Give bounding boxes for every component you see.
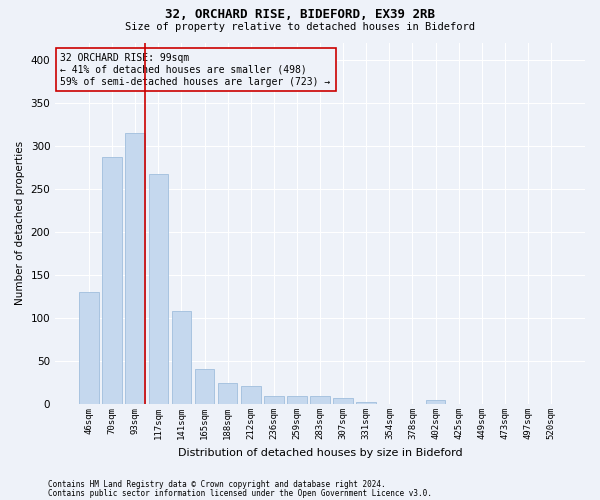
Bar	[310, 396, 330, 404]
Text: Contains HM Land Registry data © Crown copyright and database right 2024.: Contains HM Land Registry data © Crown c…	[48, 480, 386, 489]
X-axis label: Distribution of detached houses by size in Bideford: Distribution of detached houses by size …	[178, 448, 463, 458]
Bar	[356, 402, 376, 404]
Bar	[287, 396, 307, 404]
Bar	[241, 386, 260, 404]
Text: Size of property relative to detached houses in Bideford: Size of property relative to detached ho…	[125, 22, 475, 32]
Bar	[334, 398, 353, 404]
Text: 32 ORCHARD RISE: 99sqm
← 41% of detached houses are smaller (498)
59% of semi-de: 32 ORCHARD RISE: 99sqm ← 41% of detached…	[61, 54, 331, 86]
Text: 32, ORCHARD RISE, BIDEFORD, EX39 2RB: 32, ORCHARD RISE, BIDEFORD, EX39 2RB	[165, 8, 435, 20]
Bar	[426, 400, 445, 404]
Y-axis label: Number of detached properties: Number of detached properties	[15, 142, 25, 306]
Bar	[125, 133, 145, 404]
Bar	[172, 311, 191, 404]
Bar	[218, 382, 238, 404]
Bar	[195, 369, 214, 404]
Text: Contains public sector information licensed under the Open Government Licence v3: Contains public sector information licen…	[48, 489, 432, 498]
Bar	[149, 174, 168, 404]
Bar	[264, 396, 284, 404]
Bar	[103, 157, 122, 404]
Bar	[79, 292, 99, 404]
